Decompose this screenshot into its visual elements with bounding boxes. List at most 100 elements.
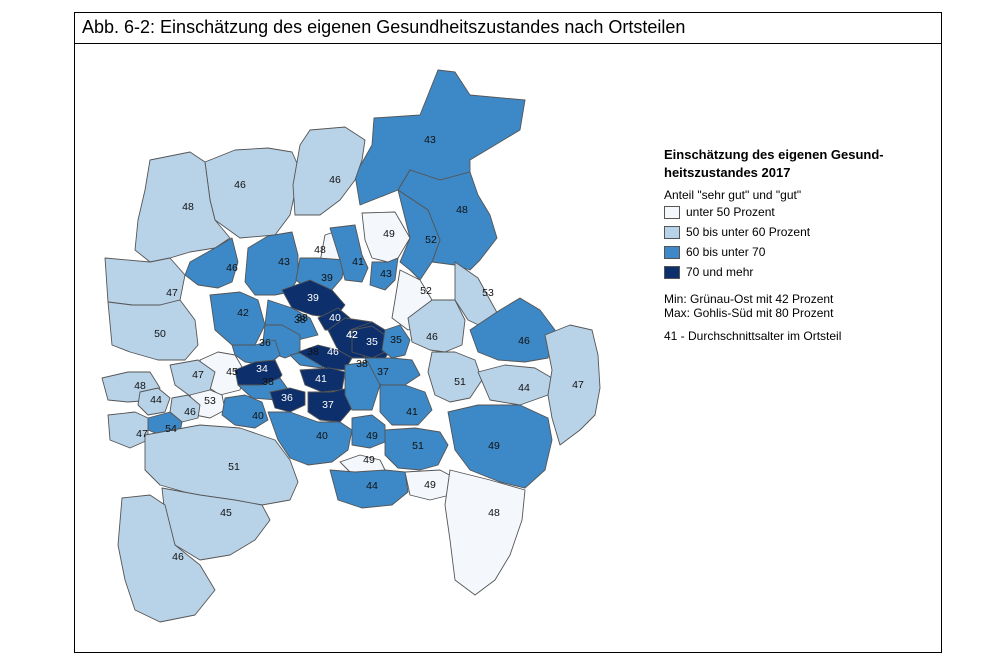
district-label: 41 [406,406,418,418]
district-label: 37 [322,399,334,411]
legend-swatch [664,205,680,219]
district-label: 39 [321,272,333,284]
district-label: 49 [366,430,378,442]
district-area [427,351,483,403]
district-label: 35 [390,334,402,346]
district-label: 49 [424,479,436,491]
district-label: 40 [316,430,328,442]
figure-title: Abb. 6-2: Einschätzung des eigenen Gesun… [82,17,686,37]
district-area [369,257,399,291]
district-label: 44 [366,480,378,492]
district-area [269,387,306,413]
legend-item-70-plus: 70 und mehr [664,262,934,282]
district-area [329,224,369,283]
district-label: 43 [380,268,392,280]
district-label: 47 [572,379,584,391]
district-label: 53 [482,287,494,299]
district-label: 49 [363,454,375,466]
district-area [267,411,353,466]
district-label: 38 [296,312,308,324]
district-area [292,126,366,216]
district-label: 34 [256,363,268,375]
district-label: 47 [166,287,178,299]
district-area [244,231,299,296]
district-label: 38 [262,376,274,388]
title-bar: Abb. 6-2: Einschätzung des eigenen Gesun… [75,13,941,44]
district-label: 46 [234,179,246,191]
district-area [544,324,601,446]
district-label: 53 [204,395,216,407]
legend-item-60-70: 60 bis unter 70 [664,242,934,262]
district-label: 48 [134,380,146,392]
legend-notes: Min: Grünau-Ost mit 42 Prozent Max: Gohl… [664,292,934,320]
legend-item-under-50: unter 50 Prozent [664,202,934,222]
district-label: 42 [346,329,358,341]
district-label: 50 [154,328,166,340]
district-area [447,404,553,489]
district-area [381,324,411,359]
legend-swatch [664,225,680,239]
legend-item-50-60: 50 bis unter 60 Prozent [664,222,934,242]
district-label: 49 [488,440,500,452]
min-note: Min: Grünau-Ost mit 42 Prozent [664,292,834,306]
district-area [379,384,433,426]
district-label: 48 [488,507,500,519]
district-label: 35 [366,336,378,348]
district-label: 48 [182,201,194,213]
legend-swatch [664,245,680,259]
district-label: 38 [294,314,306,326]
district-area [354,69,526,206]
district-label: 51 [454,376,466,388]
district-label: 45 [220,507,232,519]
max-note: Max: Gohlis-Süd mit 80 Prozent [664,306,834,320]
district-label: 36 [259,337,271,349]
district-label: 37 [377,366,389,378]
district-label: 49 [383,228,395,240]
legend-label: 60 bis unter 70 [686,245,766,259]
district-label: 41 [315,373,327,385]
district-area [107,299,199,361]
district-label: 48 [314,244,326,256]
district-label: 42 [346,329,358,341]
district-area [444,469,526,596]
district-label: 47 [192,369,204,381]
legend-title: Einschätzung des eigenen Gesund-heitszus… [664,147,884,180]
district-label: 42 [237,307,249,319]
legend-label: unter 50 Prozent [686,205,775,219]
district-label: 36 [281,392,293,404]
district-area [221,394,269,429]
district-area [469,297,556,363]
district-label: 46 [226,262,238,274]
district-label: 46 [329,174,341,186]
figure-frame: Abb. 6-2: Einschätzung des eigenen Gesun… [74,12,942,653]
legend-label: 70 und mehr [686,265,754,279]
district-label: 40 [329,312,341,324]
district-area [144,424,299,506]
district-label: 47 [136,428,148,440]
district-label: 54 [165,423,177,435]
district-label: 52 [425,234,437,246]
district-label: 51 [412,440,424,452]
legend-label: 50 bis unter 60 Prozent [686,225,811,239]
district-label: 46 [327,346,339,358]
district-area [329,469,409,509]
district-label: 51 [228,461,240,473]
district-label: 46 [184,406,196,418]
district-area [477,364,553,406]
district-area [137,387,171,416]
district-label: 46 [426,331,438,343]
district-label: 43 [278,256,290,268]
legend-swatch [664,265,680,279]
district-label: 39 [307,292,319,304]
district-label: 52 [420,285,432,297]
district-label: 43 [424,134,436,146]
district-area [384,427,449,471]
district-area [344,361,381,411]
district-label: 44 [150,394,162,406]
district-label: 40 [252,410,264,422]
district-label: 46 [518,335,530,347]
district-area [134,151,231,263]
district-label: 38 [307,346,319,358]
district-area [117,494,216,623]
